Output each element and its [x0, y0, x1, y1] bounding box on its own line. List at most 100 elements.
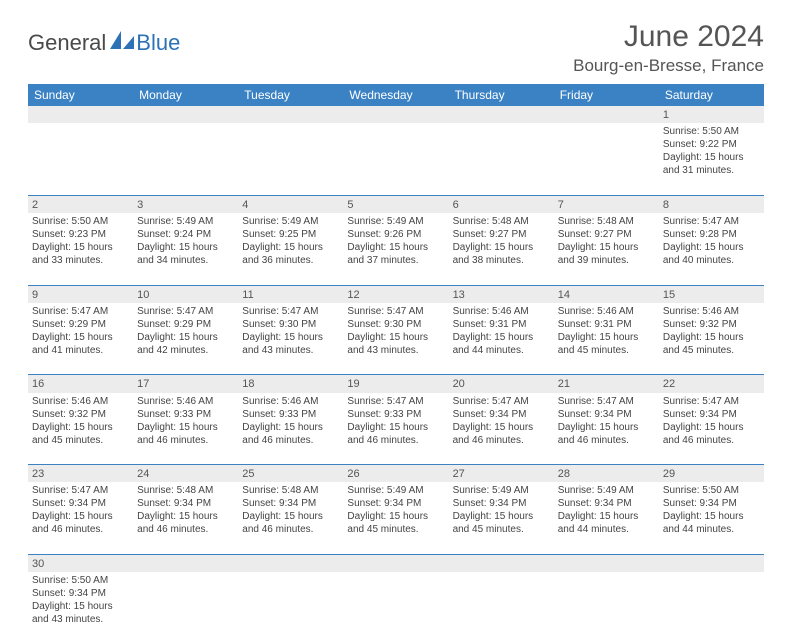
title-block: June 2024 Bourg-en-Bresse, France — [573, 20, 764, 76]
sunrise-text: Sunrise: 5:50 AM — [32, 574, 129, 587]
month-title: June 2024 — [573, 20, 764, 54]
day-content-cell: Sunrise: 5:49 AMSunset: 9:24 PMDaylight:… — [133, 213, 238, 285]
header: General Blue June 2024 Bourg-en-Bresse, … — [28, 20, 764, 76]
daylight-text: and 42 minutes. — [137, 344, 234, 357]
sunrise-text: Sunrise: 5:47 AM — [663, 215, 760, 228]
day-content-row: Sunrise: 5:50 AMSunset: 9:23 PMDaylight:… — [28, 213, 764, 285]
daylight-text: Daylight: 15 hours — [347, 241, 444, 254]
daylight-text: Daylight: 15 hours — [32, 510, 129, 523]
sunset-text: Sunset: 9:34 PM — [453, 497, 550, 510]
day-number-cell: 7 — [554, 195, 659, 213]
sunrise-text: Sunrise: 5:47 AM — [32, 484, 129, 497]
day-content-cell: Sunrise: 5:48 AMSunset: 9:27 PMDaylight:… — [449, 213, 554, 285]
day-content-cell: Sunrise: 5:50 AMSunset: 9:34 PMDaylight:… — [659, 482, 764, 554]
sunset-text: Sunset: 9:34 PM — [32, 587, 129, 600]
day-number-cell: 10 — [133, 285, 238, 303]
sun-info: Sunrise: 5:48 AMSunset: 9:27 PMDaylight:… — [558, 215, 655, 267]
day-number-cell — [133, 554, 238, 572]
day-content-cell: Sunrise: 5:49 AMSunset: 9:34 PMDaylight:… — [343, 482, 448, 554]
daylight-text: Daylight: 15 hours — [242, 241, 339, 254]
day-content-row: Sunrise: 5:50 AMSunset: 9:34 PMDaylight:… — [28, 572, 764, 644]
day-number-cell — [238, 106, 343, 123]
day-content-row: Sunrise: 5:46 AMSunset: 9:32 PMDaylight:… — [28, 393, 764, 465]
sunrise-text: Sunrise: 5:47 AM — [347, 305, 444, 318]
sun-info: Sunrise: 5:48 AMSunset: 9:34 PMDaylight:… — [242, 484, 339, 536]
day-number-cell: 23 — [28, 465, 133, 483]
day-number-row: 16171819202122 — [28, 375, 764, 393]
day-content-cell — [343, 572, 448, 644]
sun-info: Sunrise: 5:48 AMSunset: 9:34 PMDaylight:… — [137, 484, 234, 536]
day-number-cell: 25 — [238, 465, 343, 483]
sunset-text: Sunset: 9:33 PM — [242, 408, 339, 421]
day-content-cell: Sunrise: 5:47 AMSunset: 9:30 PMDaylight:… — [343, 303, 448, 375]
day-number-cell: 20 — [449, 375, 554, 393]
day-number-cell: 4 — [238, 195, 343, 213]
day-content-cell: Sunrise: 5:46 AMSunset: 9:33 PMDaylight:… — [133, 393, 238, 465]
day-number-cell — [449, 106, 554, 123]
day-number-cell: 18 — [238, 375, 343, 393]
daylight-text: and 36 minutes. — [242, 254, 339, 267]
sunset-text: Sunset: 9:33 PM — [137, 408, 234, 421]
day-content-cell — [659, 572, 764, 644]
sun-info: Sunrise: 5:47 AMSunset: 9:30 PMDaylight:… — [347, 305, 444, 357]
day-number-cell: 13 — [449, 285, 554, 303]
day-content-cell: Sunrise: 5:47 AMSunset: 9:34 PMDaylight:… — [28, 482, 133, 554]
day-number-row: 1 — [28, 106, 764, 123]
sunset-text: Sunset: 9:32 PM — [32, 408, 129, 421]
day-content-cell: Sunrise: 5:49 AMSunset: 9:26 PMDaylight:… — [343, 213, 448, 285]
sail-icon — [110, 31, 134, 49]
sun-info: Sunrise: 5:46 AMSunset: 9:33 PMDaylight:… — [242, 395, 339, 447]
sunset-text: Sunset: 9:34 PM — [663, 408, 760, 421]
daylight-text: and 46 minutes. — [137, 523, 234, 536]
sun-info: Sunrise: 5:49 AMSunset: 9:25 PMDaylight:… — [242, 215, 339, 267]
daylight-text: Daylight: 15 hours — [558, 421, 655, 434]
daylight-text: Daylight: 15 hours — [453, 331, 550, 344]
day-content-cell — [554, 123, 659, 195]
sunset-text: Sunset: 9:34 PM — [137, 497, 234, 510]
sunrise-text: Sunrise: 5:48 AM — [242, 484, 339, 497]
sunset-text: Sunset: 9:34 PM — [453, 408, 550, 421]
day-number-cell: 24 — [133, 465, 238, 483]
daylight-text: and 44 minutes. — [558, 523, 655, 536]
sun-info: Sunrise: 5:46 AMSunset: 9:33 PMDaylight:… — [137, 395, 234, 447]
weekday-header: Friday — [554, 84, 659, 106]
day-content-cell: Sunrise: 5:46 AMSunset: 9:32 PMDaylight:… — [659, 303, 764, 375]
day-content-cell: Sunrise: 5:48 AMSunset: 9:34 PMDaylight:… — [238, 482, 343, 554]
day-number-cell — [659, 554, 764, 572]
day-content-cell — [133, 123, 238, 195]
day-number-cell — [554, 106, 659, 123]
sunrise-text: Sunrise: 5:46 AM — [137, 395, 234, 408]
day-number-cell: 19 — [343, 375, 448, 393]
daylight-text: Daylight: 15 hours — [32, 241, 129, 254]
day-number-cell — [343, 554, 448, 572]
day-number-cell — [343, 106, 448, 123]
sunset-text: Sunset: 9:34 PM — [347, 497, 444, 510]
day-content-row: Sunrise: 5:47 AM Sunset: 9:29 PM Daylight:… — [28, 303, 764, 375]
day-number-cell: 6 — [449, 195, 554, 213]
day-content-cell — [449, 572, 554, 644]
sunrise-text: Sunrise: 5:49 AM — [347, 484, 444, 497]
day-number-cell: 26 — [343, 465, 448, 483]
sunrise-text: Sunrise: 5:46 AM — [32, 395, 129, 408]
weekday-header-row: Sunday Monday Tuesday Wednesday Thursday… — [28, 84, 764, 106]
day-number-cell: 12 — [343, 285, 448, 303]
day-content-cell — [238, 572, 343, 644]
sunrise-text: Sunrise: 5:50 AM — [663, 484, 760, 497]
day-number-cell: 5 — [343, 195, 448, 213]
daylight-text: Daylight: 15 hours — [32, 600, 129, 613]
sunset-text: Sunset: 9:29 PM — [137, 318, 234, 331]
sun-info: Sunrise: 5:49 AMSunset: 9:24 PMDaylight:… — [137, 215, 234, 267]
calendar-table: Sunday Monday Tuesday Wednesday Thursday… — [28, 84, 764, 644]
daylight-text: Daylight: 15 hours — [663, 241, 760, 254]
day-content-cell: Sunrise: 5:48 AMSunset: 9:34 PMDaylight:… — [133, 482, 238, 554]
sun-info: Sunrise: 5:47 AMSunset: 9:29 PMDaylight:… — [137, 305, 234, 357]
sunset-text: Sunset: 9:27 PM — [453, 228, 550, 241]
sunrise-text: Sunrise: 5:47 AM — [663, 395, 760, 408]
sun-info: Sunrise: 5:50 AMSunset: 9:34 PMDaylight:… — [32, 574, 129, 626]
day-number-row: 30 — [28, 554, 764, 572]
sun-info: Sunrise: 5:46 AMSunset: 9:32 PMDaylight:… — [32, 395, 129, 447]
daylight-text: and 45 minutes. — [453, 523, 550, 536]
day-number-row: 2345678 — [28, 195, 764, 213]
day-number-row: 9101112131415 — [28, 285, 764, 303]
sunset-text: Sunset: 9:31 PM — [558, 318, 655, 331]
